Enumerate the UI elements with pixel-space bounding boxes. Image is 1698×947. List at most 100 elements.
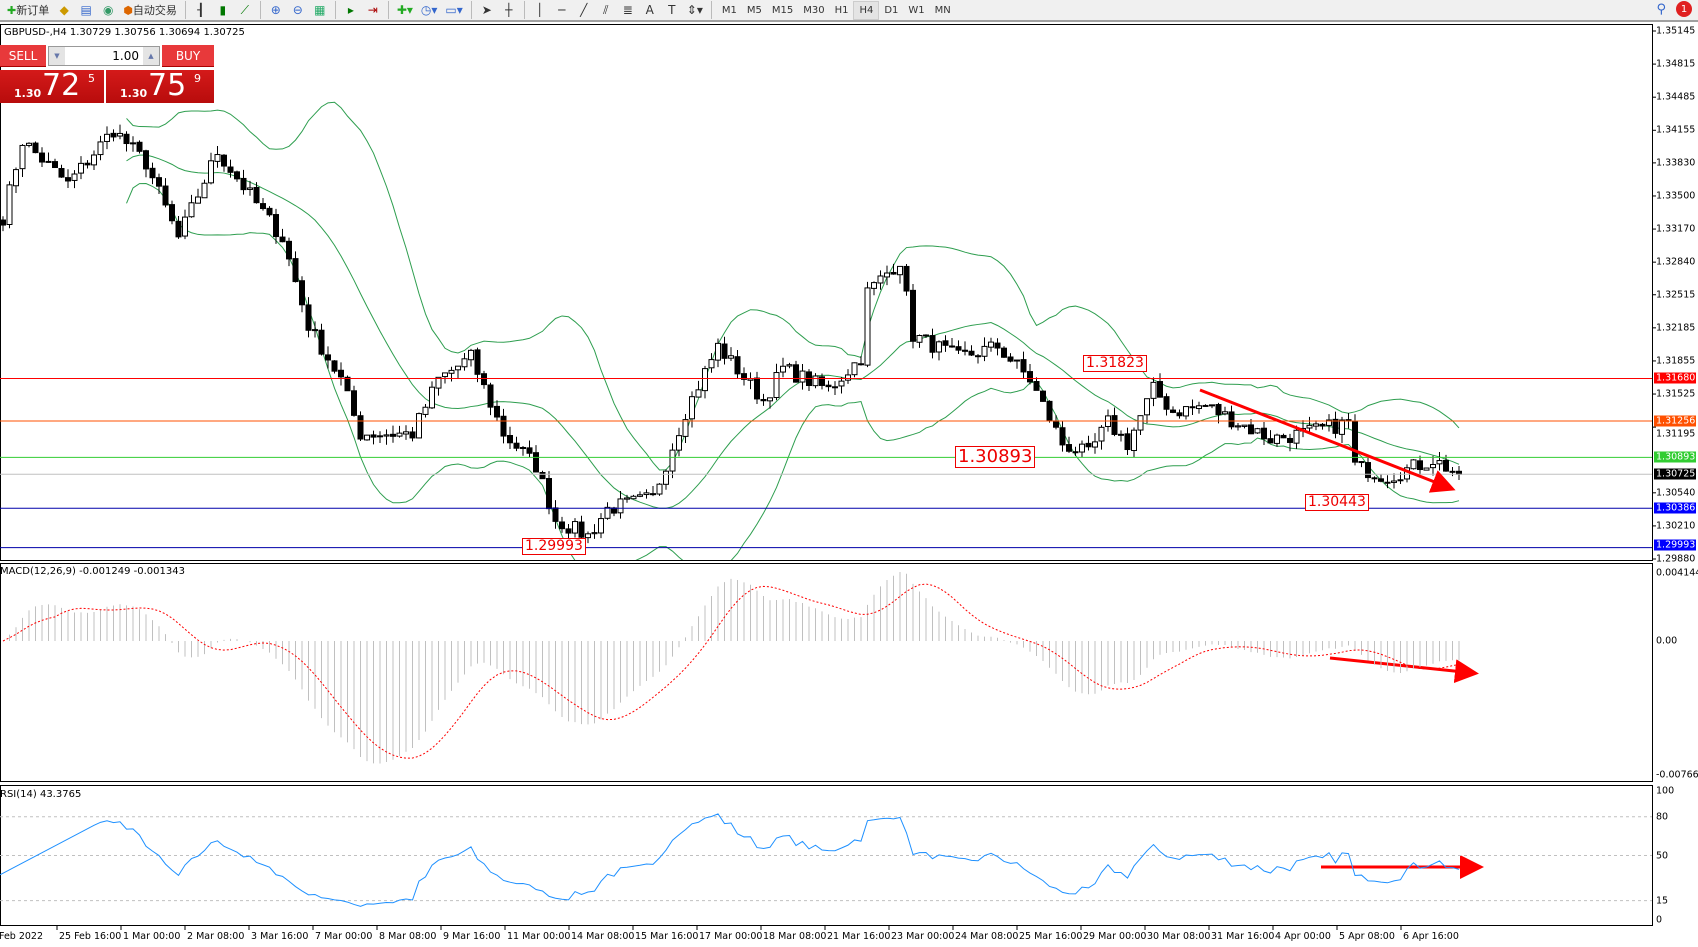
- autotrading-button[interactable]: ⬢ 自动交易: [123, 3, 177, 18]
- bear-candle: [793, 364, 799, 383]
- line-chart-button[interactable]: ⟋: [235, 1, 255, 20]
- periods-button[interactable]: ◷▾: [418, 1, 441, 20]
- indicators-icon: ✚▾: [396, 3, 413, 17]
- text-label-button[interactable]: T: [662, 1, 682, 20]
- bull-candle: [1092, 441, 1098, 448]
- bear-candle: [949, 345, 955, 348]
- timeframe-d1[interactable]: D1: [884, 4, 899, 16]
- bull-candle: [799, 370, 806, 383]
- metaeditor-button[interactable]: ◆: [54, 1, 74, 20]
- bear-candle: [513, 442, 520, 449]
- increase-lot-icon[interactable]: ▲: [143, 47, 159, 65]
- templates-button[interactable]: ▭▾: [442, 1, 465, 20]
- bear-candle: [32, 142, 39, 154]
- indicators-button[interactable]: ✚▾: [394, 1, 416, 20]
- time-axis-label: 24 Mar 08:00: [955, 931, 1019, 942]
- bull-candle: [1430, 463, 1436, 469]
- terminal-icon: ▤: [80, 3, 92, 17]
- vertical-line-button[interactable]: │: [530, 1, 550, 20]
- terminal-button[interactable]: ▤: [76, 1, 96, 20]
- timeframe-m5[interactable]: M5: [746, 4, 762, 16]
- sell-button[interactable]: SELL: [0, 45, 46, 67]
- bull-candle: [455, 365, 461, 371]
- bull-candle: [845, 374, 851, 381]
- sell-price-sup: 5: [88, 72, 95, 85]
- bear-candle: [741, 373, 747, 380]
- bull-candle: [1014, 359, 1020, 362]
- buy-button[interactable]: BUY: [162, 45, 214, 67]
- notification-badge[interactable]: 1: [1676, 1, 1692, 17]
- search-icon[interactable]: ⚲: [1656, 1, 1666, 17]
- autoscroll-button[interactable]: ⇥: [363, 1, 383, 20]
- bear-candle: [994, 342, 1001, 349]
- candlestick-button[interactable]: ▮: [213, 1, 233, 20]
- tile-windows-button[interactable]: ▦: [310, 1, 330, 20]
- one-click-trading-panel: SELL ▼ 1.00 ▲ BUY 1.30 72 5 1.30 75 9: [0, 45, 214, 103]
- price-text-label[interactable]: 1.31823: [1083, 355, 1147, 373]
- bear-candle: [357, 415, 364, 440]
- fibonacci-button[interactable]: ≣: [618, 1, 638, 20]
- signals-button[interactable]: ◉: [98, 1, 118, 20]
- timeframe-m15[interactable]: M15: [771, 4, 794, 16]
- chart-shift-button[interactable]: ▸: [341, 1, 361, 20]
- bull-candle: [650, 493, 656, 496]
- bull-candle: [643, 492, 650, 496]
- bear-candle: [1170, 409, 1176, 413]
- horizontal-line-button[interactable]: ─: [552, 1, 572, 20]
- bear-candle: [962, 349, 968, 352]
- timeframe-h1[interactable]: H1: [834, 4, 849, 16]
- bull-candle: [1144, 398, 1150, 416]
- text-button[interactable]: A: [640, 1, 660, 20]
- candlestick-icon: ▮: [219, 3, 227, 17]
- buy-price[interactable]: 1.30 75 9: [106, 68, 214, 103]
- bear-candle: [286, 240, 292, 260]
- timeframe-m1[interactable]: M1: [721, 4, 737, 16]
- decrease-lot-icon[interactable]: ▼: [49, 47, 65, 65]
- zoom-out-button[interactable]: ⊖: [288, 1, 308, 20]
- timeframe-w1[interactable]: W1: [908, 4, 925, 16]
- bear-candle: [1267, 438, 1274, 444]
- bear-candle: [1215, 404, 1222, 416]
- buy-price-sup: 9: [194, 72, 201, 85]
- time-axis-label: 18 Mar 08:00: [763, 931, 827, 942]
- bull-candle: [195, 196, 201, 204]
- chart-shift-icon: ▸: [347, 3, 354, 17]
- bear-candle: [351, 390, 357, 416]
- separator: [387, 1, 389, 19]
- price-tag: 1.30386: [1654, 502, 1696, 514]
- arrows-button[interactable]: ⇕▾: [684, 1, 706, 20]
- crosshair-button[interactable]: ┼: [499, 1, 519, 20]
- new-order-button[interactable]: ✚ 新订单: [7, 3, 50, 18]
- text-label-icon: T: [668, 3, 676, 17]
- cursor-button[interactable]: ➤: [477, 1, 497, 20]
- bear-candle: [910, 289, 916, 342]
- sell-price[interactable]: 1.30 72 5: [0, 68, 104, 103]
- price-text-label[interactable]: 1.30893: [955, 446, 1036, 468]
- bull-candle: [838, 380, 845, 387]
- time-axis-label: 17 Mar 00:00: [699, 931, 763, 942]
- bollinger-lower: [126, 182, 1460, 560]
- price-text-label[interactable]: 1.30443: [1305, 494, 1369, 512]
- time-axis-label: 6 Apr 16:00: [1403, 931, 1459, 942]
- bar-chart-button[interactable]: ┨: [191, 1, 211, 20]
- lot-size-stepper[interactable]: ▼ 1.00 ▲: [48, 46, 160, 66]
- bear-candle: [136, 141, 143, 152]
- timeframe-h4[interactable]: H4: [853, 0, 880, 20]
- bull-candle: [715, 342, 721, 361]
- bear-candle: [481, 373, 487, 386]
- bear-candle: [1059, 427, 1066, 446]
- bull-candle: [182, 216, 188, 237]
- bear-candle: [760, 399, 767, 402]
- zoom-in-button[interactable]: ⊕: [266, 1, 286, 20]
- bear-candle: [832, 386, 838, 389]
- trendline-button[interactable]: ╱: [574, 1, 594, 20]
- timeframe-mn[interactable]: MN: [934, 4, 951, 16]
- timeframe-m30[interactable]: M30: [803, 4, 825, 16]
- bull-candle: [708, 359, 715, 369]
- equidistant-channel-button[interactable]: ⫽: [596, 1, 616, 20]
- lot-size-value[interactable]: 1.00: [112, 49, 139, 63]
- bear-candle: [1378, 478, 1384, 482]
- sell-price-big: 72: [42, 68, 81, 103]
- price-text-label[interactable]: 1.29993: [522, 538, 586, 556]
